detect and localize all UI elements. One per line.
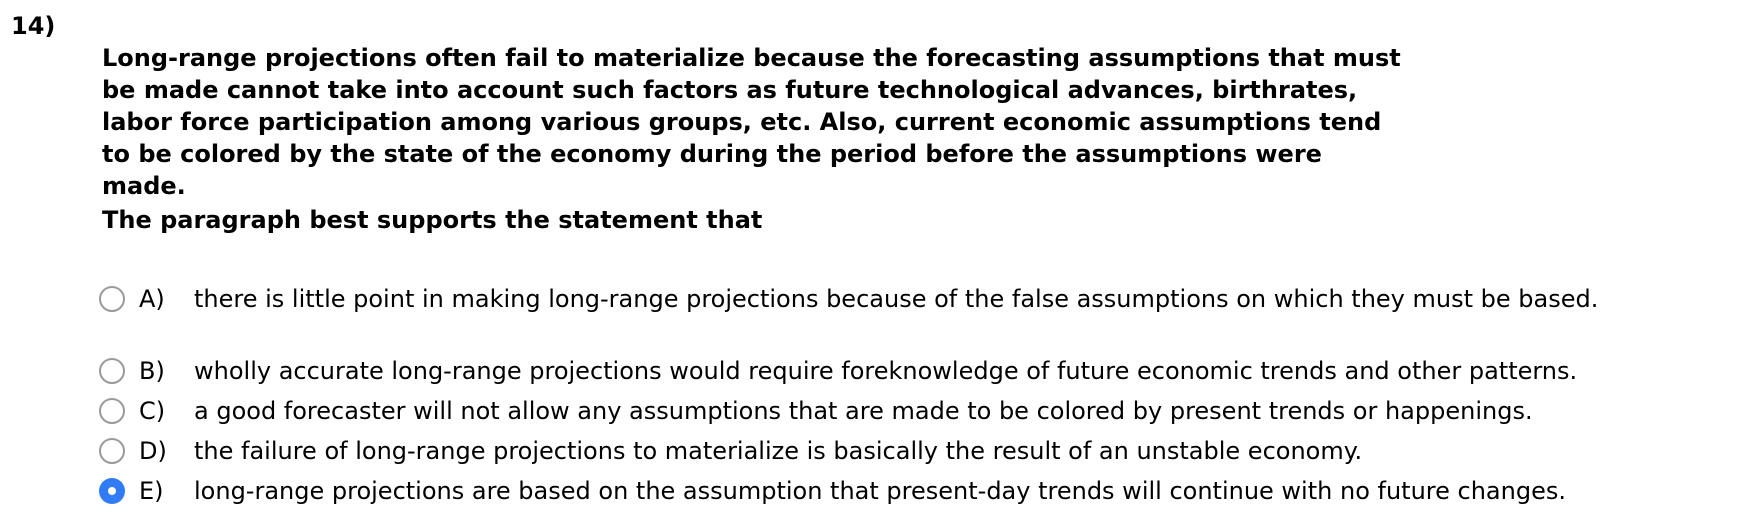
option-letter-a: A) — [139, 285, 165, 313]
question-line: to be colored by the state of the econom… — [102, 140, 1322, 168]
question-prompt: The paragraph best supports the statemen… — [102, 206, 763, 234]
radio-button-e[interactable] — [99, 478, 125, 504]
answer-options: A) there is little point in making long-… — [99, 283, 1754, 515]
question-line: be made cannot take into account such fa… — [102, 76, 1358, 104]
answer-option-a[interactable]: A) there is little point in making long-… — [99, 283, 1754, 355]
option-letter-c: C) — [139, 397, 166, 425]
option-text-d: the failure of long-range projections to… — [194, 437, 1363, 465]
option-letter-e: E) — [139, 477, 164, 505]
radio-button-d[interactable] — [99, 438, 125, 464]
option-text-b: wholly accurate long-range projections w… — [194, 357, 1578, 385]
answer-option-b[interactable]: B) wholly accurate long-range projection… — [99, 355, 1754, 395]
option-text-a: there is little point in making long-ran… — [194, 285, 1599, 313]
question-line: made. — [102, 172, 186, 200]
answer-option-e[interactable]: E) long-range projections are based on t… — [99, 475, 1754, 515]
option-letter-d: D) — [139, 437, 167, 465]
answer-option-c[interactable]: C) a good forecaster will not allow any … — [99, 395, 1754, 435]
answer-option-d[interactable]: D) the failure of long-range projections… — [99, 435, 1754, 475]
question-line: Long-range projections often fail to mat… — [102, 44, 1401, 72]
option-letter-b: B) — [139, 357, 165, 385]
option-text-e: long-range projections are based on the … — [194, 477, 1566, 505]
option-text-c: a good forecaster will not allow any ass… — [194, 397, 1533, 425]
question-number: 14) — [11, 12, 56, 40]
radio-button-c[interactable] — [99, 398, 125, 424]
radio-button-b[interactable] — [99, 358, 125, 384]
question-line: labor force participation among various … — [102, 108, 1382, 136]
radio-button-a[interactable] — [99, 286, 125, 312]
question-text: Long-range projections often fail to mat… — [102, 10, 1582, 202]
